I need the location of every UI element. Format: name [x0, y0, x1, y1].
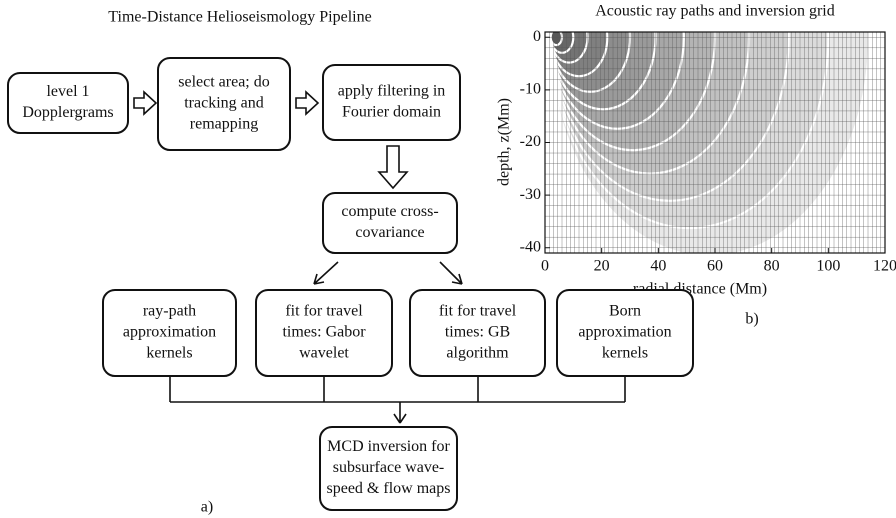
box-label: Dopplergrams [22, 104, 113, 121]
y-tick-label: -40 [520, 238, 541, 255]
box-label: MCD inversion for [327, 438, 450, 455]
panel-label: a) [201, 499, 213, 516]
box-label: times: GB [445, 324, 510, 341]
chart: 0 20 40 60 80 100 120 0 -10 -20 -30 -40 Acoustic ray… [496, 3, 896, 328]
box-label: remapping [190, 116, 258, 133]
y-axis-label: depth, z(Mm) [496, 98, 513, 186]
arrow [295, 90, 320, 116]
box-label: Born [609, 303, 641, 320]
process-box [7, 72, 129, 134]
process-box [322, 192, 458, 254]
process-box [556, 289, 694, 377]
y-tick-label: -20 [520, 133, 541, 150]
plot-area [545, 32, 885, 253]
x-tick-label: 40 [650, 258, 666, 275]
y-tick-label: 0 [533, 28, 541, 45]
chart-title: Acoustic ray paths and inversion grid [595, 3, 835, 20]
x-tick-label: 80 [764, 258, 780, 275]
box-label: times: Gabor [282, 324, 366, 341]
x-tick-label: 60 [707, 258, 723, 275]
box-label: compute cross- [341, 203, 438, 220]
connector [169, 376, 626, 424]
box-label: approximation [578, 324, 671, 341]
box-label: fit for travel [439, 303, 517, 320]
box-label: ray-path [143, 303, 196, 320]
box-label: approximation [123, 324, 216, 341]
x-tick-label: 120 [873, 258, 896, 275]
process-box [409, 289, 546, 377]
x-tick-label: 0 [541, 258, 549, 275]
box-label: wavelet [299, 345, 349, 362]
process-box [157, 57, 291, 151]
box-label: covariance [355, 224, 424, 241]
box-label: subsurface wave- [333, 459, 445, 476]
process-box [322, 64, 461, 141]
box-label: fit for travel [285, 303, 363, 320]
box-label: algorithm [446, 345, 509, 362]
arrow [133, 90, 158, 116]
box-label: level 1 [46, 83, 89, 100]
x-tick-label: 20 [594, 258, 610, 275]
x-tick-label: 100 [816, 258, 840, 275]
y-tick-label: -10 [520, 81, 541, 98]
box-label: apply filtering in [338, 83, 446, 100]
panel-label: b) [745, 311, 758, 328]
box-label: kernels [146, 345, 192, 362]
arrow [313, 261, 339, 285]
process-box [255, 289, 393, 377]
box-label: kernels [602, 345, 648, 362]
process-box [102, 289, 237, 377]
box-label: Fourier domain [342, 104, 441, 121]
box-label: speed & flow maps [327, 480, 451, 497]
box-label: tracking and [184, 95, 264, 112]
flowchart-title: Time-Distance Helioseismology Pipeline [108, 9, 371, 26]
y-tick-label: -30 [520, 186, 541, 203]
process-box [319, 426, 458, 511]
arrow [439, 261, 463, 285]
arrow [377, 145, 409, 190]
box-label: select area; do [178, 74, 270, 91]
